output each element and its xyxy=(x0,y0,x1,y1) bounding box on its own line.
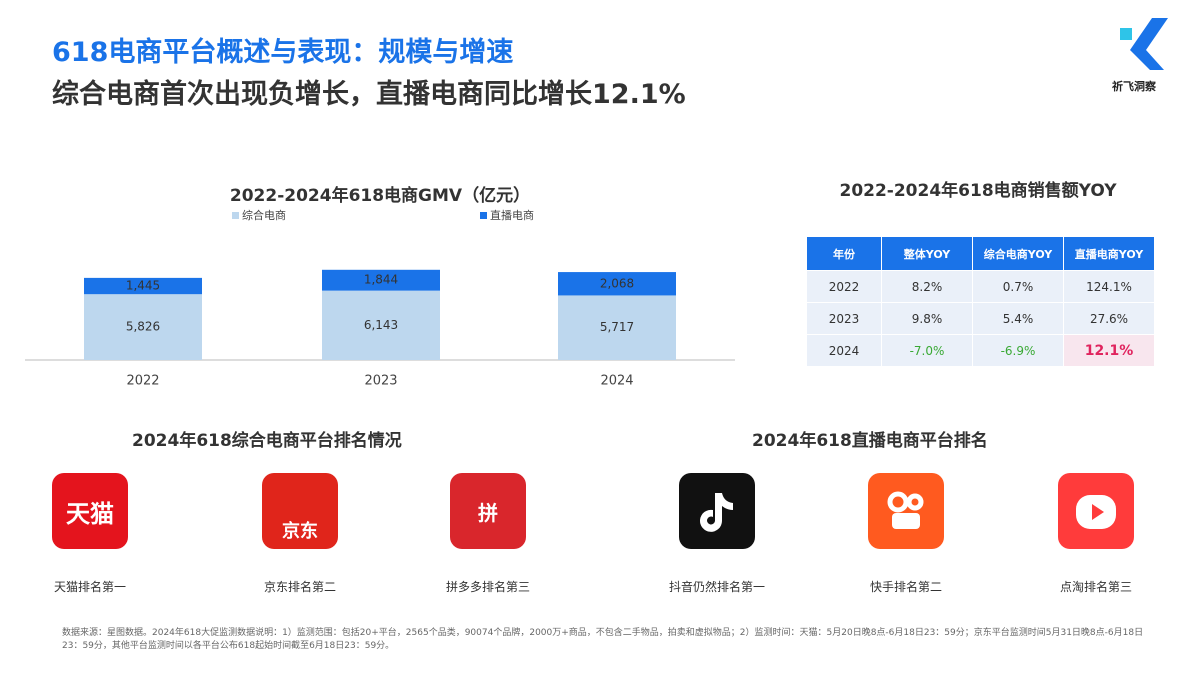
header-cell: 年份 xyxy=(806,236,882,271)
bar-segment xyxy=(322,269,440,291)
yoy-table: 年份 整体YOY 综合电商YOY 直播电商YOY 2022 8.2% 0.7% 124… xyxy=(806,236,1155,367)
ranking-label: 抖音仍然排名第一 xyxy=(668,580,765,594)
cell: 2022 xyxy=(806,270,882,303)
table-title: 2022-2024年618电商销售额YOY xyxy=(839,181,1117,201)
jd-icon: 京东 xyxy=(262,473,338,549)
x-tick-label: 2023 xyxy=(364,374,397,389)
cell: 27.6% xyxy=(1063,302,1155,335)
header-cell: 整体YOY xyxy=(881,236,973,271)
cell: 5.4% xyxy=(972,302,1064,335)
bar-segment xyxy=(84,294,202,360)
legend-label: 综合电商 xyxy=(242,208,286,222)
cell: 8.2% xyxy=(881,270,973,303)
title: 618电商平台概述与表现：规模与增速 xyxy=(52,37,514,68)
legend-swatch xyxy=(480,212,487,219)
diantao-icon xyxy=(1058,473,1134,549)
cell: 12.1% xyxy=(1063,334,1155,367)
legend-label: 直播电商 xyxy=(490,208,534,222)
bar-segment xyxy=(84,277,202,295)
cell: 2023 xyxy=(806,302,882,335)
legend-swatch xyxy=(232,212,239,219)
x-tick-label: 2022 xyxy=(126,374,159,389)
bar-segment xyxy=(558,272,676,296)
cell: -6.9% xyxy=(972,334,1064,367)
cell: 124.1% xyxy=(1063,270,1155,303)
subtitle: 综合电商首次出现负增长，直播电商同比增长12.1% xyxy=(52,79,686,110)
ranking-title: 2024年618综合电商平台排名情况 xyxy=(132,431,402,451)
cell: -7.0% xyxy=(881,334,973,367)
header-cell: 综合电商YOY xyxy=(972,236,1064,271)
value-label: 5,826 xyxy=(126,320,160,334)
pdd-icon: 拼 xyxy=(450,473,526,549)
ranking-label: 天猫排名第一 xyxy=(53,580,126,594)
cell: 2024 xyxy=(806,334,882,367)
douyin-icon xyxy=(679,473,755,549)
chart-title: 2022-2024年618电商GMV（亿元） xyxy=(230,185,530,206)
value-label: 5,717 xyxy=(600,320,634,334)
bar-segment xyxy=(322,290,440,360)
logo-mark xyxy=(1120,18,1168,70)
kuaishou-icon xyxy=(868,473,944,549)
ranking-label: 点淘排名第三 xyxy=(1059,580,1132,594)
x-tick-label: 2024 xyxy=(600,374,633,389)
ranking-label: 拼多多排名第三 xyxy=(445,580,530,594)
header-row: 年份 整体YOY 综合电商YOY 直播电商YOY xyxy=(806,236,1155,271)
ranking-label: 快手排名第二 xyxy=(869,580,942,594)
value-label: 1,445 xyxy=(126,279,160,293)
value-label: 6,143 xyxy=(364,318,398,332)
header-cell: 直播电商YOY xyxy=(1063,236,1155,271)
ranking-title: 2024年618直播电商平台排名 xyxy=(752,431,988,451)
gmv-chart: 2022-2024年618电商GMV（亿元） 综合电商 直播电商 5,826 1,44… xyxy=(25,185,735,389)
value-label: 1,844 xyxy=(364,273,398,287)
bar-segment xyxy=(558,295,676,360)
cell: 9.8% xyxy=(881,302,973,335)
logo-text: 祈飞洞察 xyxy=(1112,80,1156,93)
footnote: 数据来源：星图数据。2024年618大促监测数据说明：1）监测范围：包括20+平… xyxy=(62,628,1144,651)
cell: 0.7% xyxy=(972,270,1064,303)
tmall-icon: 天猫 xyxy=(52,473,128,549)
value-label: 2,068 xyxy=(600,276,634,290)
ranking-label: 京东排名第二 xyxy=(263,580,336,594)
